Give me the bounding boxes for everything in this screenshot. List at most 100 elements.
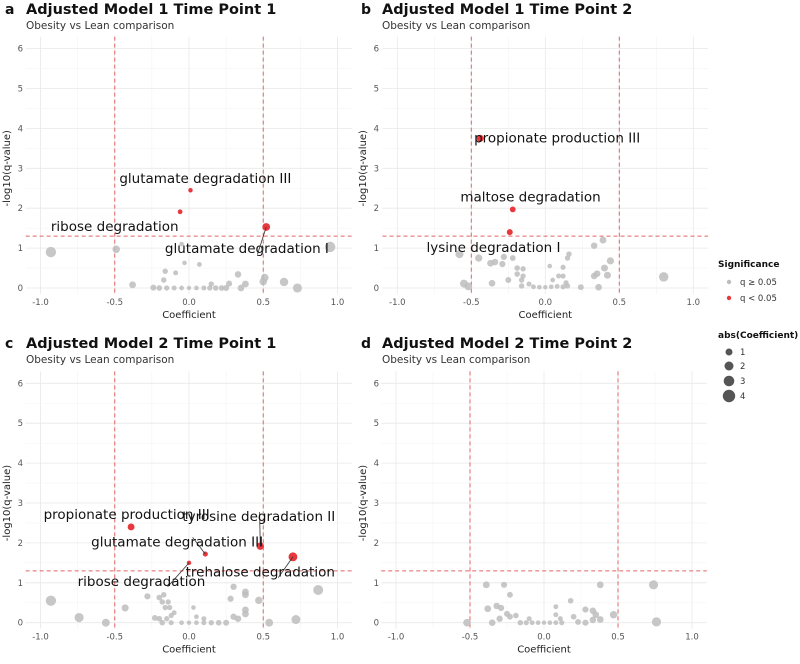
x-axis-label: Coefficient (162, 645, 216, 656)
point (168, 620, 174, 626)
point (509, 255, 516, 261)
point (488, 279, 496, 287)
x-tick-label: -0.5 (106, 298, 123, 308)
point (553, 612, 559, 618)
point (144, 593, 151, 600)
point (151, 614, 158, 621)
point (313, 584, 324, 595)
point (291, 615, 301, 625)
point (167, 604, 173, 611)
point (168, 612, 174, 619)
point (582, 619, 589, 626)
significant-point (188, 188, 193, 193)
point (226, 280, 233, 287)
panel-title: Adjusted Model 1 Time Point 2 (382, 2, 632, 18)
y-axis-label: -log10(q-value) (358, 465, 369, 541)
x-tick-label: 0.0 (182, 298, 196, 308)
point (517, 619, 524, 626)
y-tick-label: 2 (18, 204, 23, 214)
legend-size-1: 1 (725, 348, 745, 358)
legend-size-label: 1 (740, 348, 745, 358)
x-tick-label: 0.5 (611, 633, 625, 643)
point (159, 619, 166, 626)
point (566, 251, 572, 257)
point (112, 245, 121, 254)
y-tick-label: 5 (374, 419, 379, 429)
point (497, 604, 505, 612)
point (606, 257, 615, 265)
point (520, 266, 526, 272)
point (179, 241, 184, 247)
point (603, 271, 612, 279)
legend-label-significant: q < 0.05 (740, 294, 777, 304)
y-axis-label: -log10(q-value) (2, 465, 13, 541)
point (279, 277, 289, 287)
y-tick-label: 0 (18, 284, 23, 294)
y-tick-label: 6 (374, 45, 379, 55)
point (595, 283, 602, 291)
point (537, 284, 542, 290)
annotation-label: ribose degradation (78, 574, 206, 590)
point (484, 605, 492, 613)
y-tick-label: 1 (18, 579, 23, 589)
gridlines (381, 371, 707, 629)
point (577, 284, 584, 291)
annotation-label: lysine degradation I (427, 240, 561, 256)
point (547, 620, 553, 626)
annotation-leader-line (192, 537, 206, 555)
point (165, 599, 171, 605)
point (518, 277, 525, 283)
point (589, 616, 597, 624)
point (560, 273, 566, 279)
x-tick-label: 1.0 (331, 633, 345, 643)
point (526, 616, 532, 622)
y-tick-label: 4 (18, 124, 23, 134)
point (518, 283, 525, 289)
y-axis-label: -log10(q-value) (2, 130, 13, 206)
x-tick-label: 0.5 (256, 633, 270, 643)
x-tick-label: -1.0 (32, 298, 49, 308)
y-tick-label: 1 (374, 244, 379, 254)
point (550, 277, 556, 283)
y-tick-label: 6 (18, 379, 23, 389)
point (129, 281, 136, 289)
x-tick-label: 0.0 (537, 633, 551, 643)
point (259, 277, 268, 286)
point (227, 595, 234, 602)
panel-tag: a (5, 2, 14, 18)
annotation-leader-line (259, 512, 261, 547)
panel-title: Adjusted Model 1 Time Point 1 (26, 2, 276, 18)
point (514, 265, 520, 271)
point (529, 620, 535, 626)
point (161, 592, 167, 598)
annotation-label: tyrosine degradation II (182, 509, 335, 525)
y-tick-label: 4 (374, 459, 379, 469)
point (156, 615, 163, 622)
y-tick-label: 5 (18, 419, 23, 429)
point (161, 277, 167, 283)
point (570, 613, 577, 620)
point (547, 263, 553, 269)
point (535, 620, 541, 626)
annotation-label: propionate production III (44, 507, 210, 523)
y-tick-label: 2 (374, 204, 379, 214)
significant-point (127, 523, 135, 531)
y-tick-label: 5 (374, 85, 379, 95)
legend-size-label: 4 (740, 392, 745, 402)
point (531, 284, 536, 290)
legend: Significance q ≥ 0.05 q < 0.05 abs(Coeff… (718, 260, 798, 403)
annotation-label: ribose degradation (51, 219, 179, 235)
point (179, 620, 184, 626)
panel-tag: b (361, 2, 371, 18)
legend-item-not-significant: q ≥ 0.05 (726, 278, 777, 288)
legend-size-2: 2 (724, 361, 745, 372)
panel-tag: d (361, 336, 371, 352)
legend-size-dot (724, 361, 734, 371)
point (179, 285, 184, 291)
annotation-label: glutamate degradation III (119, 171, 291, 187)
legend-size-dot (722, 389, 736, 403)
y-tick-label: 0 (18, 619, 23, 629)
panel-subtitle: Obesity vs Lean comparison (382, 354, 530, 366)
panel-subtitle: Obesity vs Lean comparison (26, 20, 174, 32)
